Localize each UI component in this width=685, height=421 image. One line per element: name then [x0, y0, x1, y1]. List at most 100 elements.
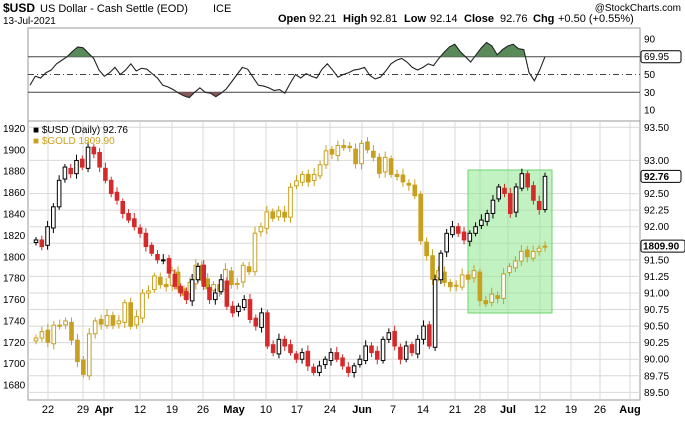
osc-overbought-fill	[67, 46, 92, 57]
right-y-tick-label: 91.25	[644, 272, 669, 283]
usd-candle	[85, 146, 91, 169]
left-y-tick-label: 1920	[3, 124, 26, 135]
usd-candle	[195, 265, 201, 281]
usd-candle	[450, 226, 455, 236]
gold-candle	[57, 324, 63, 327]
x-tick-label: 21	[449, 404, 461, 416]
gold-candle	[371, 150, 376, 158]
gold-candle	[157, 276, 163, 286]
usd-candle	[132, 218, 137, 228]
usd-candle	[166, 258, 172, 274]
gold-candle	[329, 148, 335, 155]
gold-candle	[376, 156, 382, 174]
left-y-tick-label: 1760	[3, 295, 26, 306]
gold-candle	[163, 284, 169, 288]
x-tick-label: 12	[134, 404, 146, 416]
gold-candle	[51, 324, 57, 345]
close-value: 92.76	[500, 13, 528, 25]
osc-oversold-fill	[205, 92, 223, 97]
usd-candle	[178, 285, 183, 294]
osc-overbought-fill	[440, 44, 466, 57]
usd-candle	[172, 273, 178, 287]
usd-candle	[91, 146, 97, 155]
left-y-tick-label: 1700	[3, 359, 26, 370]
usd-candle	[380, 338, 386, 362]
gold-candle	[518, 250, 524, 262]
usd-candle	[502, 187, 507, 195]
usd-candle	[114, 191, 120, 201]
gold-candle	[63, 320, 68, 326]
legend-gold: ■ $GOLD 1809.90	[33, 136, 115, 147]
gold-candle	[341, 145, 347, 149]
gold-candle	[501, 273, 506, 299]
x-tick-label: 12	[534, 404, 546, 416]
usd-candle	[126, 212, 131, 221]
gold-candle	[365, 141, 370, 151]
usd-candle	[392, 330, 397, 347]
right-y-tick-label: 91.50	[644, 255, 669, 266]
usd-candle	[288, 344, 293, 354]
osc-y-tick-label: 50	[644, 70, 656, 81]
ticker-symbol: $USD	[3, 1, 35, 15]
usd-candle	[508, 193, 513, 214]
usd-candle	[513, 186, 519, 213]
usd-candle	[496, 186, 502, 200]
x-tick-label: Apr	[95, 404, 115, 416]
x-tick-label: 29	[77, 404, 89, 416]
gold-candle	[459, 274, 465, 288]
gold-candle	[45, 329, 51, 343]
x-tick-label: 19	[166, 404, 178, 416]
usd-candle	[218, 279, 224, 293]
usd-candle	[351, 365, 357, 373]
gold-candle	[477, 271, 483, 302]
low-value: 92.14	[430, 13, 458, 25]
usd-candle	[207, 287, 212, 301]
usd-candle	[427, 324, 432, 347]
usd-candle	[259, 312, 264, 328]
legend-usd: ■ $USD (Daily) 92.76	[33, 125, 128, 136]
gold-candle	[228, 270, 234, 286]
usd-candle	[519, 173, 525, 189]
left-y-tick-label: 1680	[3, 381, 26, 392]
gold-candle	[92, 320, 98, 335]
right-y-tick-label: 90.00	[644, 355, 669, 366]
gold-candle	[507, 265, 512, 273]
usd-candle	[79, 158, 85, 168]
usd-candle	[282, 338, 288, 347]
gold-last-value-label: 1809.90	[643, 242, 680, 253]
usd-candle	[33, 239, 39, 244]
usd-candle	[247, 299, 253, 320]
x-tick-label: 26	[197, 404, 209, 416]
usd-candle	[334, 352, 340, 360]
usd-candle	[62, 166, 68, 180]
gold-candle	[424, 241, 429, 257]
usd-candle	[415, 338, 421, 355]
gold-candle	[128, 302, 134, 327]
gold-candle	[489, 293, 495, 303]
gold-candle	[116, 320, 122, 325]
usd-candle	[531, 185, 536, 201]
gold-candle	[483, 300, 489, 305]
right-y-tick-label: 91.00	[644, 288, 669, 299]
gold-last-value-box	[640, 239, 685, 253]
x-tick-label: 26	[594, 404, 606, 416]
gold-candle	[388, 158, 394, 175]
right-y-tick-label: 92.50	[644, 189, 669, 200]
gold-candle	[39, 331, 45, 339]
usd-candle	[386, 332, 392, 340]
right-y-tick-label: 93.50	[644, 123, 669, 134]
gold-candle	[447, 281, 453, 288]
left-y-tick-label: 1780	[3, 274, 26, 285]
gold-candle	[98, 318, 104, 325]
instrument-name: US Dollar - Cash Settle (EOD)	[40, 3, 188, 15]
gold-candle	[270, 211, 276, 219]
gold-candle	[412, 184, 418, 197]
exchange-label: ICE	[213, 3, 231, 15]
usd-candle	[230, 305, 235, 314]
right-y-tick-label: 89.75	[644, 371, 669, 382]
gold-candle	[33, 337, 39, 342]
usd-last-value-label: 92.76	[644, 172, 669, 183]
left-y-tick-label: 1800	[3, 252, 26, 263]
usd-candle	[265, 312, 270, 347]
